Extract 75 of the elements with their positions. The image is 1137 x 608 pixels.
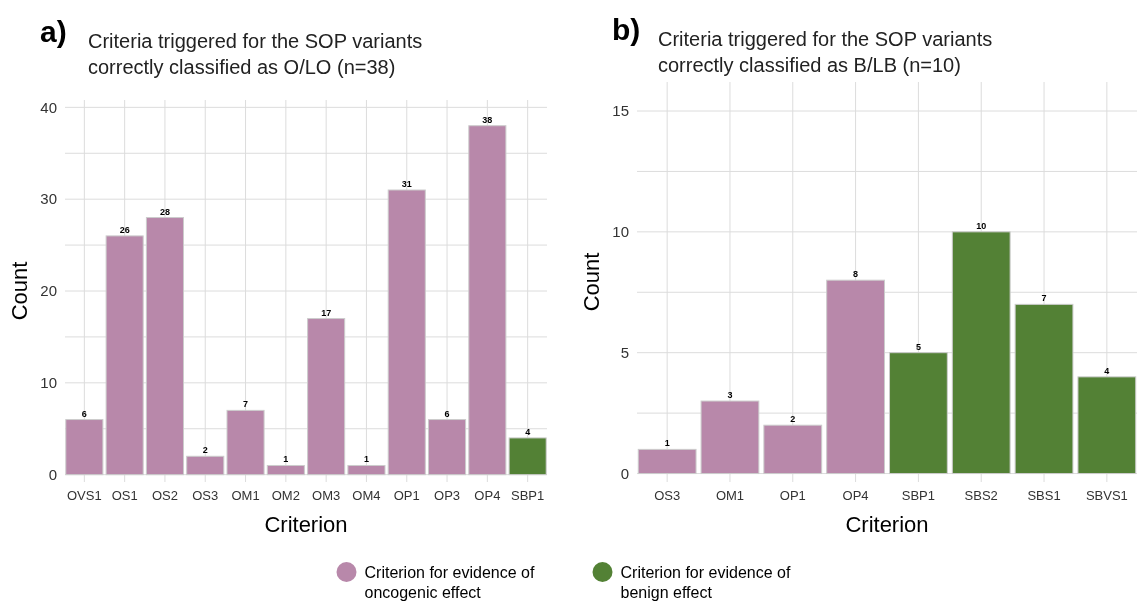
- x-tick-label: SBP1: [901, 488, 936, 503]
- bar: [763, 424, 823, 475]
- data-label: 2: [790, 414, 796, 425]
- bar: [347, 464, 386, 476]
- data-label: 28: [159, 206, 170, 217]
- data-label: 1: [664, 438, 670, 449]
- data-label: 2: [202, 445, 208, 456]
- x-axis-title: Criterion: [845, 512, 929, 537]
- y-tick-label: 30: [40, 190, 57, 208]
- chart-title: Criteria triggered for the SOP variants correctly classified as B/LB (n=10): [658, 28, 993, 76]
- text: a): [40, 15, 67, 48]
- data-label: 31: [401, 178, 412, 189]
- y-axis-title: Count: [7, 261, 32, 321]
- x-tick-label: OM3: [312, 488, 341, 503]
- x-tick-label: SBS2: [964, 488, 998, 503]
- x-tick-label: OS3: [192, 488, 219, 503]
- bar: [428, 419, 467, 476]
- bar: [186, 455, 225, 476]
- data-label: 38: [482, 114, 493, 125]
- y-tick-label: 20: [40, 282, 57, 300]
- y-tick-label: 5: [620, 343, 629, 361]
- x-tick-label: OS3: [654, 488, 681, 503]
- x-tick-label: SBP1: [511, 488, 545, 503]
- x-axis-title: Criterion: [264, 512, 348, 537]
- x-tick-label: SBS1: [1027, 488, 1061, 503]
- data-label: 7: [243, 399, 249, 410]
- data-label: 10: [976, 220, 987, 231]
- bar: [145, 217, 184, 476]
- data-label: 26: [119, 224, 130, 235]
- x-tick-label: OVS1: [67, 488, 102, 503]
- y-tick-label: 0: [620, 464, 629, 482]
- data-label: 1: [283, 454, 289, 465]
- x-tick-label: OM1: [715, 488, 745, 503]
- x-tick-label: OS2: [151, 488, 178, 503]
- bar: [700, 400, 760, 475]
- x-tick-label: OP4: [842, 488, 869, 503]
- bar: [889, 352, 948, 475]
- bar: [637, 448, 697, 475]
- y-tick-label: 10: [40, 374, 57, 392]
- data-label: 4: [1104, 365, 1110, 376]
- data-label: 1: [363, 454, 369, 465]
- x-tick-label: SBVS1: [1085, 488, 1128, 503]
- x-tick-label: OP1: [393, 488, 420, 503]
- data-label: 4: [525, 426, 531, 437]
- y-tick-label: 15: [612, 102, 629, 120]
- bar: [1077, 376, 1137, 475]
- data-label: 6: [444, 408, 450, 419]
- x-tick-label: OP4: [474, 488, 501, 503]
- x-tick-label: OP3: [434, 488, 461, 503]
- y-tick-label: 40: [40, 98, 57, 116]
- y-tick-label: 10: [612, 223, 629, 241]
- data-label: 6: [81, 408, 87, 419]
- y-axis-title: Count: [579, 252, 604, 312]
- data-label: 3: [727, 390, 733, 401]
- x-tick-label: OS1: [111, 488, 138, 503]
- x-tick-label: OM1: [231, 488, 260, 503]
- data-label: 17: [321, 307, 332, 318]
- bar: [951, 231, 1011, 475]
- bar: [226, 409, 265, 476]
- x-tick-label: OM4: [352, 488, 381, 503]
- bar: [307, 318, 346, 476]
- bar: [1014, 303, 1074, 475]
- data-label: 7: [1041, 293, 1047, 304]
- legend-label: Criterion for evidence of benign effect: [620, 564, 791, 601]
- x-tick-label: OP1: [779, 488, 806, 503]
- data-label: 8: [853, 269, 859, 280]
- bar: [266, 464, 305, 476]
- y-tick-label: 0: [48, 465, 57, 483]
- text: b): [612, 13, 641, 46]
- bar: [387, 189, 426, 476]
- bar: [826, 279, 885, 475]
- legend-label: Criterion for evidence of oncogenic effect: [364, 564, 535, 601]
- data-label: 5: [915, 341, 921, 352]
- x-tick-label: OM2: [271, 488, 300, 503]
- chart-title: Criteria triggered for the SOP variants correctly classified as O/LO (n=38): [88, 30, 423, 78]
